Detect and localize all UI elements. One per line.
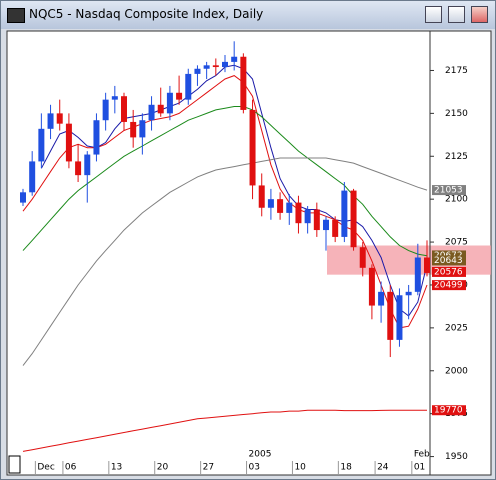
candle-body <box>249 109 256 186</box>
y-tick-label: 2150 <box>445 109 468 119</box>
x-tick-label: 10 <box>294 463 306 473</box>
x-tick-label: 24 <box>377 463 389 473</box>
candle-body <box>38 128 45 162</box>
candle-body <box>350 190 357 248</box>
candle-body <box>286 202 293 213</box>
candle-body <box>332 219 339 237</box>
candle-body <box>139 120 146 138</box>
price-label: 21053 <box>434 186 463 196</box>
maximize-button[interactable] <box>448 6 465 23</box>
x-tick-label: Dec <box>37 463 54 473</box>
corner-box <box>8 455 21 474</box>
candle-body <box>414 257 421 292</box>
candle-body <box>240 56 247 110</box>
ma-line <box>22 409 427 452</box>
x-tick-label: 20 <box>157 463 169 473</box>
candle-body <box>29 161 36 193</box>
app-icon <box>7 8 25 23</box>
y-tick-label: 2100 <box>445 195 468 205</box>
candle-body <box>405 291 412 296</box>
candle-body <box>277 199 284 213</box>
candle-body <box>359 247 366 268</box>
candle-body <box>231 56 238 62</box>
candle-body <box>396 295 403 340</box>
price-label: 20643 <box>434 256 463 266</box>
candle-body <box>157 104 164 114</box>
candle-body <box>130 121 137 138</box>
candle-body <box>102 99 109 121</box>
candle-body <box>304 209 311 224</box>
x-period-label: 2005 <box>249 450 272 460</box>
y-tick-label: 2025 <box>445 323 468 333</box>
x-tick-label: 06 <box>65 463 77 473</box>
candle-body <box>93 120 100 155</box>
candle-body <box>313 209 320 231</box>
candle-body <box>176 92 183 100</box>
minimize-button[interactable] <box>425 6 442 23</box>
price-label: 19770 <box>434 406 463 416</box>
candle-body <box>222 61 228 68</box>
candle-body <box>212 65 219 68</box>
candle-body <box>378 291 385 306</box>
price-label-box <box>432 405 466 416</box>
candle-body <box>166 92 173 114</box>
x-tick-label: 13 <box>111 463 122 473</box>
x-tick-label: 18 <box>340 463 352 473</box>
x-tick-label: 03 <box>249 463 260 473</box>
candle-body <box>84 154 91 176</box>
price-label-box <box>432 280 466 291</box>
x-tick-label: 27 <box>203 463 214 473</box>
y-tick-label: 1950 <box>445 452 468 462</box>
candle-body <box>111 96 118 100</box>
candle-body <box>203 65 210 69</box>
window-title: NQC5 - Nasdaq Composite Index, Daily <box>29 7 264 21</box>
candle-body <box>323 219 329 231</box>
y-tick-label: 2125 <box>445 152 468 162</box>
y-tick-label: 2175 <box>445 66 468 76</box>
candle-body <box>20 192 26 203</box>
y-tick-label: 2000 <box>445 366 468 376</box>
ma-line <box>22 157 428 366</box>
candle-body <box>185 73 192 100</box>
x-period-label: Feb <box>414 450 430 460</box>
y-tick-label: 2075 <box>445 238 468 248</box>
candle-body <box>258 185 265 208</box>
candle-body <box>56 113 63 124</box>
price-label-box <box>432 266 466 277</box>
close-button[interactable] <box>471 6 488 23</box>
candle-body <box>121 96 127 122</box>
price-label: 20499 <box>434 281 463 291</box>
candle-body <box>368 267 375 306</box>
price-label-box <box>432 255 466 266</box>
candle-body <box>267 199 274 208</box>
candle-body <box>341 190 348 237</box>
highlight-band <box>327 245 491 275</box>
price-label: 20576 <box>434 267 463 277</box>
candle-body <box>47 113 54 129</box>
price-label-box <box>432 185 466 196</box>
x-tick-label: 01 <box>414 463 425 473</box>
candle-body <box>295 202 302 224</box>
ma-line <box>22 106 428 257</box>
candle-body <box>148 104 155 121</box>
ma-line <box>22 75 428 329</box>
title-bar: NQC5 - Nasdaq Composite Index, Daily <box>1 1 495 29</box>
candle-body <box>424 257 430 273</box>
candle-body <box>194 68 201 74</box>
candle-body <box>387 291 394 340</box>
candle-body <box>65 123 72 162</box>
candle-body <box>75 161 82 176</box>
